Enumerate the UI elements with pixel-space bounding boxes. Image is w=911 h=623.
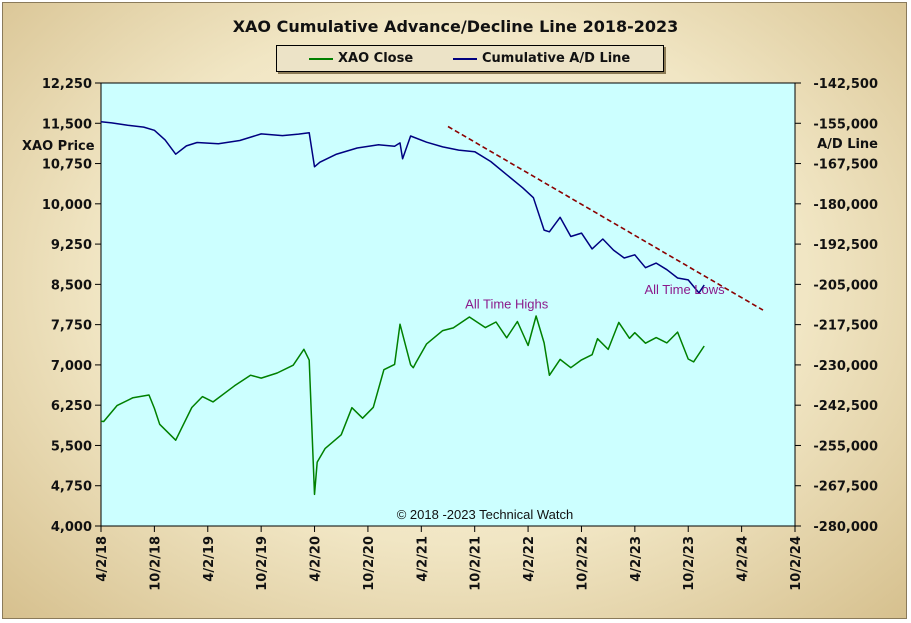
x-tick-label: 10/2/23 [682, 536, 697, 591]
y-left-tick-label: 9,250 [51, 238, 92, 253]
y-left-tick-label: 5,500 [51, 439, 92, 454]
y-left-tick-label: 4,750 [51, 480, 92, 495]
x-tick-label: 4/2/20 [309, 536, 324, 582]
x-tick-label: 4/2/19 [202, 536, 217, 582]
x-tick-label: 4/2/24 [736, 536, 751, 582]
y-right-tick-label: -167,500 [813, 158, 878, 173]
y-right-tick-label: -142,500 [813, 77, 878, 92]
y-right-tick-label: -242,500 [813, 399, 878, 414]
legend-label-xao-close: XAO Close [338, 51, 414, 66]
x-tick-label: 10/2/21 [469, 536, 484, 591]
y-right-tick-label: -267,500 [813, 480, 878, 495]
y-right-tick-label: -230,000 [813, 359, 878, 374]
series-line-ad-line [100, 120, 705, 294]
x-tick-label: 4/2/18 [95, 536, 110, 582]
x-tick-label: 4/2/22 [522, 536, 537, 582]
annotation-all-time-lows: All Time Lows [644, 282, 725, 297]
copyright-note: © 2018 -2023 Technical Watch [397, 507, 574, 522]
y-right-tick-label: -192,500 [813, 238, 878, 253]
axes: 12,250 -142,500 11,500 -155,000 10,750 -167,5… [42, 77, 878, 591]
legend-swatch-ad-line [453, 58, 477, 60]
chart-title: XAO Cumulative Advance/Decline Line 2018… [232, 17, 679, 36]
x-tick-label: 10/2/19 [255, 536, 270, 591]
x-tick-label: 4/2/23 [629, 536, 644, 582]
y-left-tick-label: 7,750 [51, 319, 92, 334]
trendline-dashed [447, 125, 764, 311]
y-axis-left-label: XAO Price [22, 139, 95, 154]
y-right-tick-label: -217,500 [813, 319, 878, 334]
chart-legend: XAO Close Cumulative A/D Line [276, 45, 664, 72]
x-tick-label: 10/2/18 [148, 536, 163, 591]
y-right-tick-label: -255,000 [813, 439, 878, 454]
x-tick-label: 4/2/21 [415, 536, 430, 582]
legend-swatch-xao-close [309, 58, 333, 60]
y-left-tick-label: 11,500 [42, 117, 92, 132]
y-right-tick-label: -280,000 [813, 520, 878, 535]
y-left-tick-label: 12,250 [42, 77, 92, 92]
y-left-tick-label: 7,000 [51, 359, 92, 374]
annotation-all-time-highs: All Time Highs [465, 297, 549, 312]
series-line-xao-close [100, 315, 705, 496]
y-axis-right-label: A/D Line [817, 137, 878, 152]
series-group [100, 120, 764, 496]
y-left-tick-label: 6,250 [51, 399, 92, 414]
y-right-tick-label: -180,000 [813, 198, 878, 213]
y-left-tick-label: 4,000 [51, 520, 92, 535]
y-left-tick-label: 10,000 [42, 198, 92, 213]
plot-area [100, 82, 796, 527]
y-left-tick-label: 8,500 [51, 278, 92, 293]
x-tick-label: 10/2/24 [789, 536, 804, 591]
x-tick-label: 10/2/22 [575, 536, 590, 591]
legend-label-ad-line: Cumulative A/D Line [482, 51, 631, 66]
y-left-tick-label: 10,750 [42, 158, 92, 173]
x-tick-label: 10/2/20 [362, 536, 377, 591]
y-right-tick-label: -155,000 [813, 117, 878, 132]
y-right-tick-label: -205,000 [813, 278, 878, 293]
